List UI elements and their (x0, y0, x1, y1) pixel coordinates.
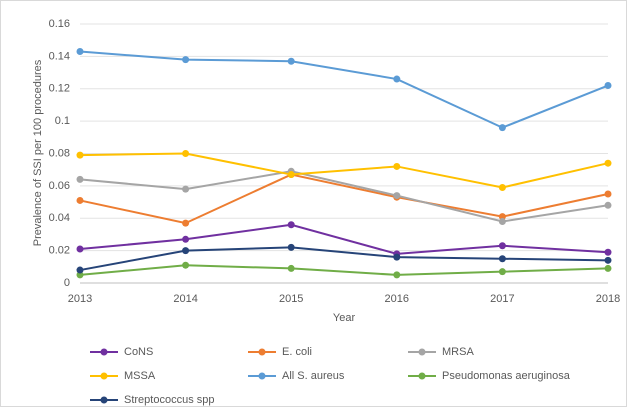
y-tick-label: 0.12 (49, 83, 70, 95)
point (498, 242, 506, 250)
legend-marker (258, 372, 266, 380)
point (604, 201, 612, 209)
point (182, 247, 190, 255)
x-tick-label: 2017 (490, 293, 514, 305)
y-axis-label: Prevalence of SSI per 100 procedures (32, 59, 44, 246)
legend-label: Streptococcus spp (124, 394, 215, 406)
legend-marker (418, 348, 426, 356)
point (604, 159, 612, 167)
y-tick-label: 0.16 (49, 18, 70, 30)
legend-marker (258, 348, 266, 356)
legend-marker (100, 348, 108, 356)
point (182, 219, 190, 227)
point (393, 75, 401, 83)
x-tick-label: 2016 (385, 293, 409, 305)
point (287, 264, 295, 272)
series-line (79, 223, 609, 255)
series-line (79, 50, 609, 129)
legend-label: MSSA (124, 370, 156, 382)
point (604, 256, 612, 264)
legend-label: Pseudomonas aeruginosa (442, 370, 571, 382)
legend-label: E. coli (282, 346, 312, 358)
series-line (79, 173, 609, 225)
point (498, 213, 506, 221)
point (604, 82, 612, 90)
point (287, 171, 295, 179)
series-line (79, 152, 609, 189)
point (604, 190, 612, 198)
point (182, 185, 190, 193)
point (76, 196, 84, 204)
point (287, 243, 295, 251)
point (604, 264, 612, 272)
y-tick-label: 0 (64, 277, 70, 289)
y-tick-label: 0.1 (55, 115, 70, 127)
point (498, 268, 506, 276)
point (393, 192, 401, 200)
point (182, 235, 190, 243)
x-tick-label: 2014 (173, 293, 197, 305)
series-line (79, 264, 609, 276)
y-tick-label: 0.02 (49, 245, 70, 257)
x-tick-label: 2013 (68, 293, 92, 305)
x-tick-label: 2015 (279, 293, 303, 305)
legend-label: MRSA (442, 346, 474, 358)
y-tick-label: 0.14 (49, 50, 70, 62)
point (76, 48, 84, 56)
y-tick-label: 0.06 (49, 180, 70, 192)
point (498, 124, 506, 132)
legend-marker (100, 396, 108, 404)
point (498, 255, 506, 263)
legend-label: CoNS (124, 346, 153, 358)
legend-label: All S. aureus (282, 370, 345, 382)
legend-marker (418, 372, 426, 380)
point (498, 183, 506, 191)
point (76, 151, 84, 159)
point (76, 175, 84, 183)
point (604, 248, 612, 256)
point (182, 56, 190, 64)
point (393, 253, 401, 261)
point (76, 266, 84, 274)
point (393, 162, 401, 170)
point (287, 57, 295, 65)
point (498, 217, 506, 225)
y-tick-label: 0.04 (49, 212, 70, 224)
series-line (79, 246, 609, 272)
point (182, 150, 190, 157)
point (182, 261, 190, 269)
y-tick-label: 0.08 (49, 147, 70, 159)
point (287, 221, 295, 229)
series-line (79, 170, 609, 223)
point (76, 271, 84, 279)
point (393, 271, 401, 279)
x-tick-label: 2018 (596, 293, 620, 305)
point (76, 245, 84, 253)
x-axis-label: Year (333, 312, 356, 324)
legend-marker (100, 372, 108, 380)
